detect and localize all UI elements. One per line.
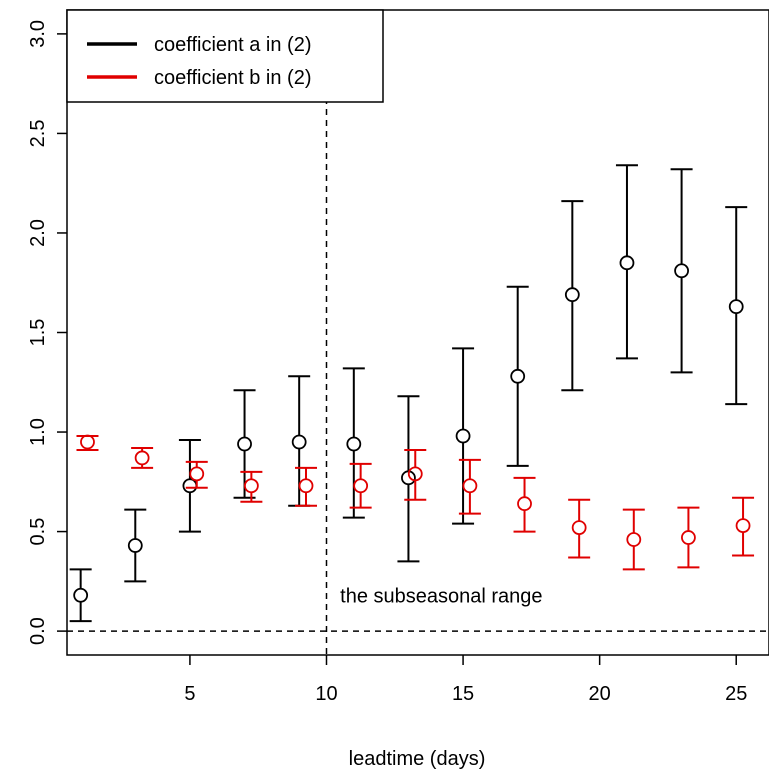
data-point (134, 450, 150, 466)
data-point (80, 434, 95, 450)
legend-box (66, 9, 384, 103)
x-tick-label: 15 (452, 683, 474, 705)
legend: coefficient a in (2) coefficient b in (2… (66, 9, 384, 103)
data-point (462, 478, 478, 494)
data-point (728, 299, 744, 315)
annotation-subseasonal-range: the subseasonal range (340, 585, 542, 607)
x-tick-label: 5 (184, 683, 195, 705)
x-tick-label: 25 (725, 683, 747, 705)
data-point (510, 368, 526, 384)
x-tick-label: 20 (589, 683, 611, 705)
legend-label-coefficient-a: coefficient a in (2) (154, 34, 312, 56)
data-series (69, 164, 755, 623)
data-point (735, 518, 751, 534)
data-point (298, 478, 314, 494)
data-point (626, 532, 642, 547)
y-tick-label: 2.5 (27, 120, 49, 148)
y-tick-label: 1.0 (27, 418, 49, 446)
data-point (517, 496, 532, 512)
legend-label-coefficient-b: coefficient b in (2) (154, 67, 312, 89)
x-axis-label: leadtime (days) (349, 748, 486, 770)
x-tick-label: 10 (315, 683, 337, 705)
y-tick-label: 1.5 (27, 319, 49, 347)
data-point (564, 287, 580, 303)
data-point (571, 520, 587, 535)
series-coefficient-b (76, 434, 755, 571)
reference-lines (67, 10, 769, 655)
data-point (291, 434, 307, 450)
data-point (189, 466, 205, 482)
data-point (73, 587, 89, 603)
data-point (674, 263, 689, 279)
data-point (407, 466, 423, 482)
data-point (237, 436, 252, 452)
data-point (455, 428, 471, 444)
y-tick-label: 2.0 (27, 219, 49, 247)
data-point (127, 538, 143, 553)
data-point (681, 530, 696, 545)
y-tick-label: 3.0 (27, 20, 49, 48)
y-tick-label: 0.0 (27, 617, 49, 645)
data-point (619, 255, 635, 271)
y-tick-label: 0.5 (27, 518, 49, 546)
axes: 5 10 15 20 25 0.0 0.5 1.0 1.5 2.0 2.5 3.0 (27, 9, 769, 705)
data-point (353, 478, 369, 494)
data-point (346, 436, 362, 452)
data-point (243, 478, 259, 494)
